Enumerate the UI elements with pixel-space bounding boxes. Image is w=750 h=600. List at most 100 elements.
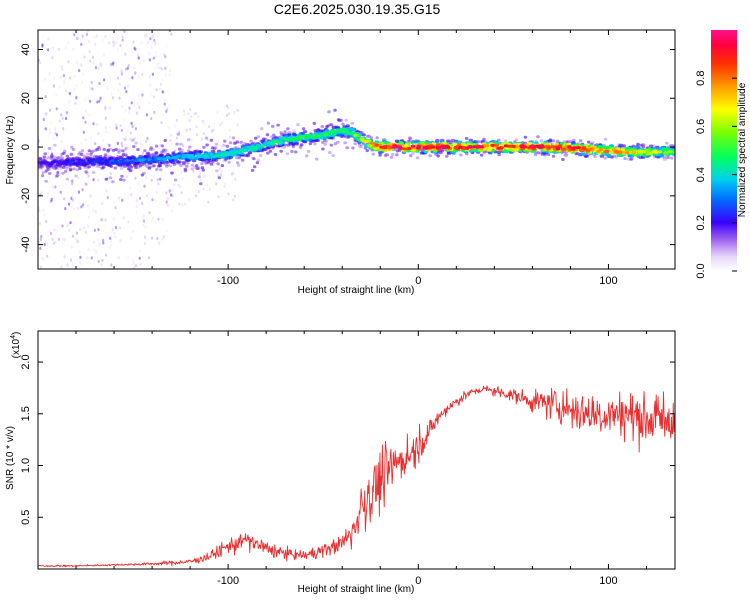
spectrogram-cell [141, 216, 144, 220]
spectrogram-cell [313, 142, 317, 146]
spectrogram-cell [135, 204, 138, 209]
spectrogram-cell [135, 199, 138, 203]
spectrogram-cell [490, 143, 495, 147]
spectrogram-cell [389, 155, 394, 159]
spectrogram-cell [653, 150, 658, 154]
spectrogram-cell [49, 131, 52, 135]
spectrogram-cell [244, 154, 248, 158]
spectrogram-cell [332, 129, 337, 133]
spectrogram-cell [110, 159, 115, 163]
y-tick-label: 2.0 [20, 354, 32, 369]
spectrogram-cell [79, 261, 82, 265]
spectrogram-cell [109, 172, 112, 176]
spectrogram-cell [170, 32, 173, 36]
y-tick-label: 1.5 [20, 406, 32, 421]
spectrogram-cell [233, 150, 239, 154]
spectrogram-cell [143, 242, 146, 246]
spectrogram-cell [52, 185, 55, 189]
spectrogram-cell [155, 66, 158, 70]
spectrogram-cell [117, 150, 121, 154]
spectrogram-cell [395, 153, 399, 157]
spectrogram-cell [58, 119, 61, 123]
spectrogram-cell [135, 111, 138, 115]
spectrogram-cell [104, 218, 107, 222]
spectrogram-cell [43, 77, 46, 81]
spectrogram-cell [84, 138, 87, 142]
spectrogram-cell [56, 156, 60, 160]
spectrogram-cell [111, 227, 114, 232]
spectrogram-cell [95, 147, 99, 151]
snr-multiplier-label: (x104) [10, 332, 22, 359]
spectrogram-cell [60, 265, 63, 269]
spectrogram-cell [163, 102, 166, 106]
spectrogram-cell [82, 116, 85, 120]
spectrogram-cell [249, 148, 255, 152]
spectrogram-cell [177, 183, 180, 187]
spectrogram-cell [86, 256, 89, 260]
spectrogram-cell [655, 145, 660, 149]
spectrogram-cell [69, 258, 73, 262]
spectrogram-cell [59, 190, 62, 194]
spectrogram-cell [65, 177, 70, 181]
spectrogram-cell [128, 106, 131, 110]
spectrogram-cell [117, 88, 120, 92]
spectrogram-cell [70, 145, 74, 149]
spectrogram-cell [106, 148, 110, 152]
spectrogram-cell [53, 143, 57, 147]
spectrogram-cell [169, 159, 174, 163]
spectrogram-cell [256, 158, 260, 162]
spectrogram-cell [464, 137, 469, 140]
spectrogram-cell [43, 213, 46, 217]
spectrogram-cell [165, 155, 171, 159]
spectrogram-cell [168, 164, 172, 168]
spectrogram-cell [104, 116, 107, 120]
spectrogram-cell [173, 178, 178, 182]
spectrogram-cell [468, 138, 473, 142]
spectrogram-cell [306, 150, 311, 153]
spectrogram-cell [111, 180, 115, 184]
spectrogram-cell [80, 263, 83, 267]
spectrogram-cell [132, 40, 135, 44]
spectrogram-cell [301, 127, 306, 131]
spectrogram-cell [507, 144, 512, 148]
spectrogram-cell [77, 206, 80, 211]
spectrogram-cell [237, 144, 240, 148]
spectrogram-cell [42, 155, 46, 159]
spectrogram-cell [108, 143, 111, 148]
spectrogram-cell [154, 198, 157, 202]
spectrogram-cell [307, 134, 312, 138]
spectrogram-cell [351, 146, 355, 150]
spectrogram-cell [113, 166, 117, 170]
spectrogram-cell [572, 146, 577, 150]
spectrogram-cell [64, 207, 67, 211]
spectrogram-cell [141, 72, 144, 77]
spectrogram-cell [410, 144, 416, 148]
spectrogram-cell [648, 144, 654, 148]
spectrogram-cell [54, 127, 57, 131]
spectrogram-cell [195, 125, 198, 129]
spectrogram-cell [327, 110, 331, 114]
spectrogram-cell [58, 173, 61, 177]
spectrogram-cell [106, 196, 109, 200]
spectrogram-cell [60, 140, 63, 144]
spectrogram-cell [295, 137, 300, 141]
spectrogram-cell [233, 194, 236, 198]
spectrogram-cell [227, 112, 231, 116]
spectrogram-cell [84, 170, 88, 174]
spectrogram-cell [205, 143, 209, 147]
spectrogram-cell [150, 178, 153, 182]
spectrogram-cell [286, 127, 290, 131]
spectrogram-cell [113, 40, 116, 44]
spectrogram-cell [133, 66, 136, 70]
spectrogram-cell [82, 226, 86, 230]
spectrogram-cell [272, 133, 276, 137]
spectrogram-cell [131, 124, 134, 128]
spectrogram-cell [190, 138, 193, 142]
spectrogram-cell [165, 164, 169, 168]
spectrogram-cell [111, 30, 114, 33]
spectrogram-cell [97, 67, 100, 71]
spectrogram-cell [602, 145, 607, 149]
spectrogram-cell [75, 84, 78, 88]
spectrogram-cell [159, 82, 162, 86]
spectrogram-cell [82, 72, 85, 76]
